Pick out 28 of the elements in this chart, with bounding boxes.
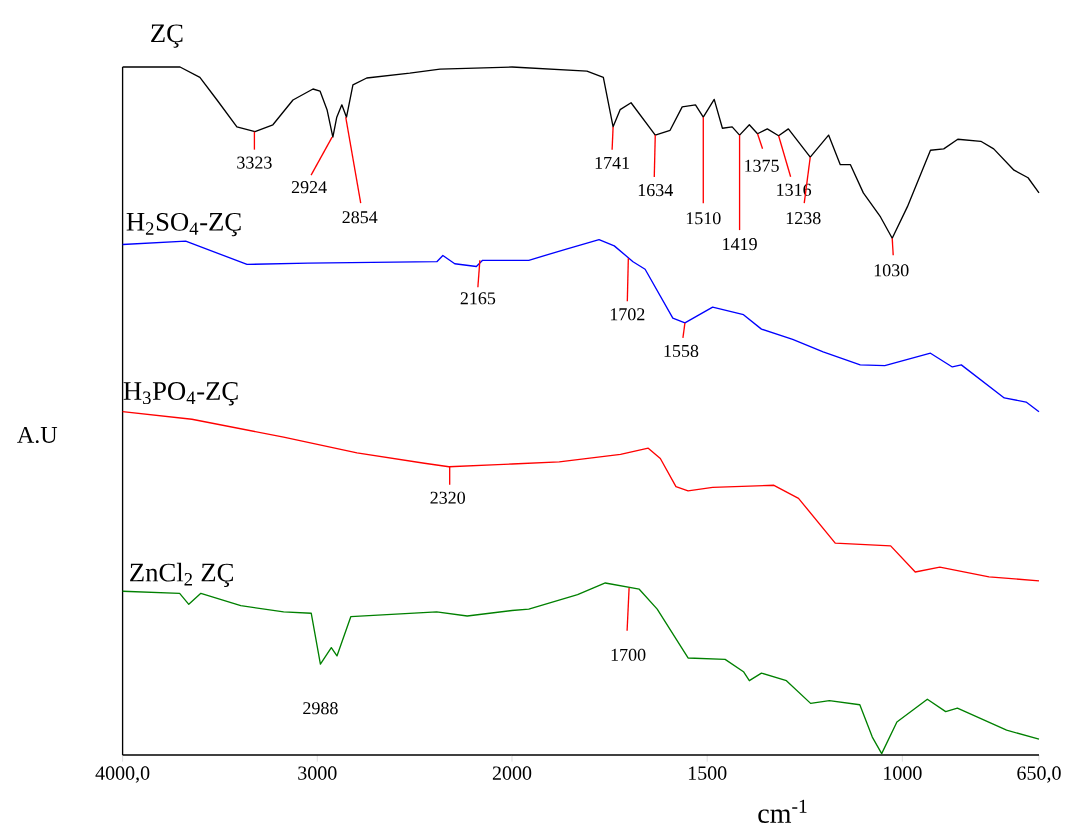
annotation: 1375: [745, 159, 779, 172]
annotation: 1030: [874, 264, 909, 277]
series-label: H$_{3}$PO$_{4}$-ZÇ: [123, 382, 238, 406]
series-label: ZÇ: [151, 24, 183, 48]
series-label: ZnCl$_{2}$ ZÇ: [130, 562, 233, 587]
annotation: 2320: [430, 491, 466, 504]
x-axis-title: cm$^{-1}$: [758, 799, 807, 823]
y-axis-title: A.U: [17, 426, 58, 444]
series-label: H$_{2}$SO$_{4}$-ZÇ: [126, 212, 241, 237]
annotation: 2988: [303, 702, 338, 715]
x-tick-label: 3000: [298, 766, 337, 780]
x-tick-label: 1000: [884, 766, 922, 780]
annotation: 2854: [342, 211, 378, 224]
annotation: 1419: [723, 238, 757, 251]
x-tick-label: 650,0: [1017, 766, 1061, 783]
annotation: 1741: [595, 156, 630, 169]
annotation: 1700: [611, 648, 646, 661]
annotation: 2924: [291, 181, 327, 194]
x-tick-label: 4000,0: [95, 766, 150, 783]
annotation: 1634: [638, 184, 673, 197]
annotation: 2165: [460, 292, 496, 305]
x-tick-label: 1500: [688, 766, 727, 780]
annotation: 1558: [664, 344, 699, 357]
annotation: 1510: [686, 212, 721, 225]
annotation: 1238: [786, 212, 821, 225]
annotation: 3323: [237, 156, 272, 169]
annotation: 1702: [610, 308, 645, 321]
x-tick-label: 2000: [492, 766, 532, 780]
